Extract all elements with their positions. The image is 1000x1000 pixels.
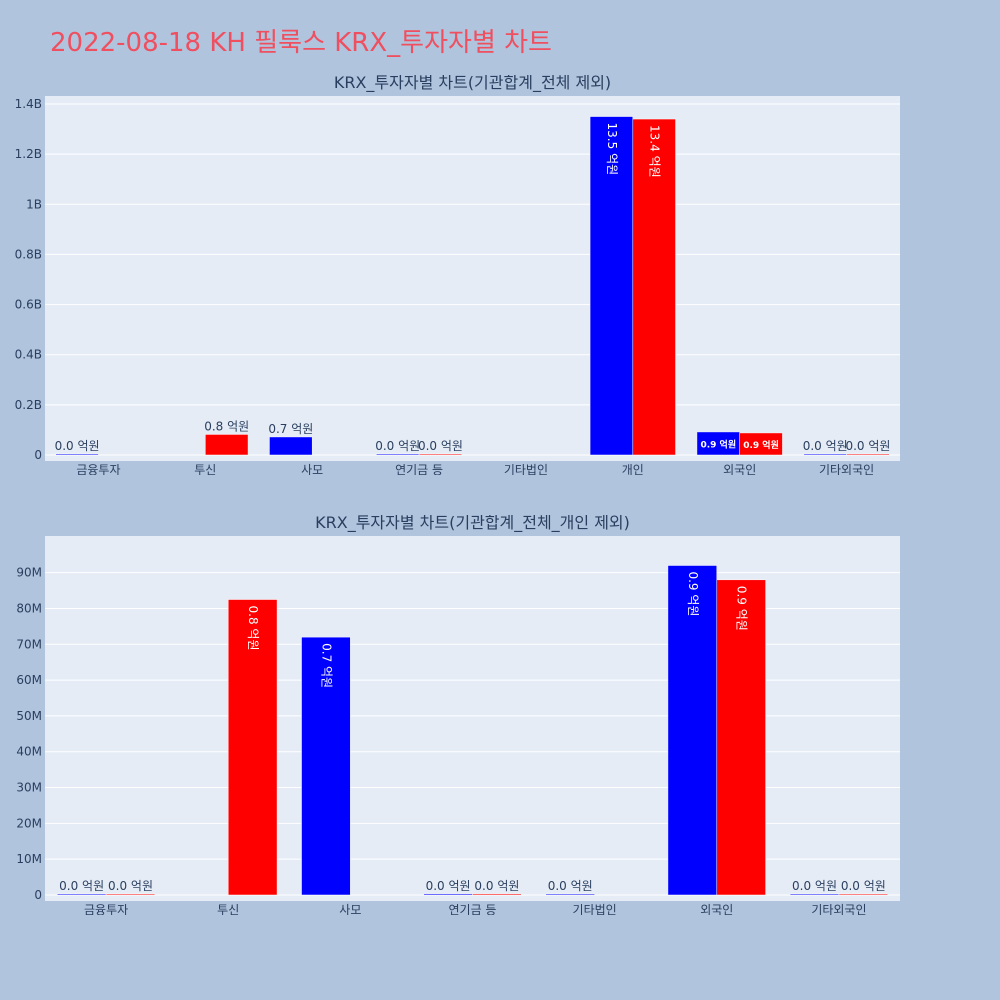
x-tick-label: 사모 [339, 903, 361, 915]
plot-area [45, 536, 900, 901]
x-tick-label: 기타법인 [573, 903, 617, 915]
y-tick-label: 1B [26, 197, 42, 211]
data-label: 0.0 억원 [803, 439, 848, 453]
y-tick-label: 70M [16, 637, 42, 651]
x-tick-label: 외국인 [700, 903, 733, 915]
data-label: 0.7 억원 [268, 422, 313, 436]
bar [376, 453, 420, 456]
bar [846, 453, 890, 456]
page-title: 2022-08-18 KH 필룩스 KRX_투자자별 차트 [50, 28, 552, 58]
bar [105, 893, 156, 896]
y-tick-label: 80M [16, 601, 42, 615]
data-label: 0.0 억원 [841, 879, 886, 893]
data-label: 0.0 억원 [426, 879, 471, 893]
y-tick-label: 60M [16, 673, 42, 687]
data-label: 0.0 억원 [474, 879, 519, 893]
y-tick-label: 0 [34, 448, 42, 462]
data-label: 0.0 억원 [59, 879, 104, 893]
bar [716, 579, 766, 896]
data-label: 0.0 억원 [108, 879, 153, 893]
y-tick-label: 0 [34, 888, 42, 902]
y-tick-label: 0.6B [15, 298, 42, 312]
data-label: 0.0 억원 [55, 439, 100, 453]
data-label: 0.7 억원 [319, 643, 333, 688]
plot-area [45, 96, 900, 461]
chart-top: KRX_투자자별 차트(기관합계_전체 제외) 0 0.2B 0.4B 0.6B 0.8B… [15, 75, 900, 475]
data-label: 0.0 억원 [418, 439, 463, 453]
x-tick-label: 개인 [622, 463, 644, 475]
x-tick-label: 기타외국인 [819, 463, 874, 475]
x-tick-label: 연기금 등 [449, 903, 497, 915]
y-tick-label: 40M [16, 745, 42, 759]
data-label: 0.9 억원 [686, 571, 700, 616]
bar [545, 893, 595, 896]
data-label: 0.9 억원 [735, 586, 749, 631]
bar [739, 432, 783, 456]
chart-bottom: KRX_투자자별 차트(기관합계_전체_개인 제외) 0 10M 20M 30M 40M 5… [16, 515, 900, 915]
bar [589, 116, 634, 456]
bar [789, 893, 840, 896]
x-tick-label: 사모 [301, 463, 323, 475]
y-tick-label: 1.4B [15, 97, 42, 111]
y-tick-label: 0.2B [15, 398, 42, 412]
bar [803, 453, 847, 456]
x-tick-label: 기타외국인 [811, 903, 866, 915]
bar [301, 636, 351, 896]
data-label: 0.0 억원 [845, 439, 890, 453]
bar [423, 893, 473, 896]
x-tick-label: 연기금 등 [395, 463, 443, 475]
y-tick-label: 0.8B [15, 247, 42, 261]
bar [269, 436, 313, 456]
bar [227, 599, 278, 896]
data-label: 0.0 억원 [375, 439, 420, 453]
bar [472, 893, 522, 896]
data-label: 0.9 억원 [743, 439, 779, 451]
y-tick-label: 50M [16, 709, 42, 723]
y-tick-label: 30M [16, 781, 42, 795]
bar [632, 118, 676, 456]
bar [838, 893, 889, 896]
bar [418, 453, 463, 456]
x-tick-label: 기타법인 [504, 463, 548, 475]
x-tick-label: 투신 [217, 903, 239, 915]
bar [205, 434, 249, 456]
x-tick-label: 금융투자 [76, 463, 120, 475]
data-label: 0.0 억원 [548, 879, 593, 893]
y-tick-label: 1.2B [15, 147, 42, 161]
bar [55, 453, 99, 456]
x-tick-label: 금융투자 [84, 903, 128, 915]
x-tick-label: 외국인 [723, 463, 756, 475]
data-label: 0.9 억원 [700, 438, 736, 450]
data-label: 0.8 억원 [246, 606, 260, 651]
data-label: 13.5 억원 [605, 123, 619, 176]
y-tick-label: 0.4B [15, 348, 42, 362]
chart-title: KRX_투자자별 차트(기관합계_전체 제외) [334, 75, 611, 93]
y-tick-label: 10M [16, 852, 42, 866]
y-tick-label: 20M [16, 816, 42, 830]
bar [56, 893, 107, 896]
data-label: 0.8 억원 [204, 419, 249, 433]
data-label: 13.4 억원 [648, 125, 662, 178]
y-tick-label: 90M [16, 566, 42, 580]
chart-title: KRX_투자자별 차트(기관합계_전체_개인 제외) [315, 515, 630, 533]
data-label: 0.0 억원 [792, 879, 837, 893]
x-tick-label: 투신 [194, 463, 216, 475]
